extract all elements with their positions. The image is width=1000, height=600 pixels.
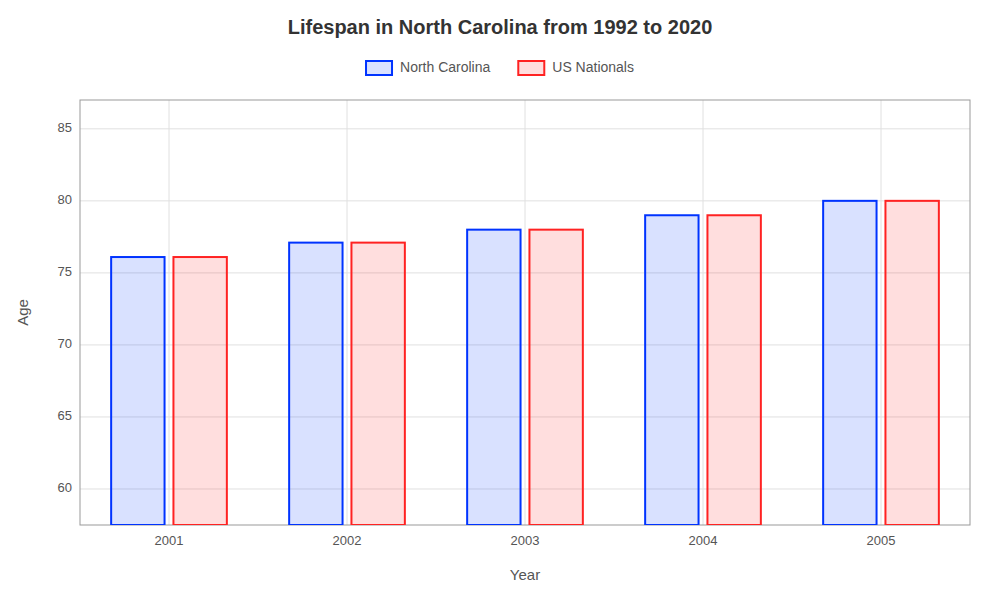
bars [111,201,939,525]
grid-line-x [703,100,704,525]
legend-swatch [366,61,392,75]
grid-line-x [525,100,526,525]
bar [707,215,760,525]
grid-line-x [347,100,348,525]
title: Lifespan in North Carolina from 1992 to … [288,16,713,38]
x-tick-label: 2001 [155,533,184,548]
chart: Lifespan in North Carolina from 1992 to … [0,0,1000,600]
legend-item: US Nationals [518,59,634,75]
grid [80,100,970,525]
x-axis-label: Year [510,566,540,583]
grid-line-x [881,100,882,525]
plot-frame [80,100,970,525]
y-tick-label: 70 [58,336,72,351]
bar [289,243,342,525]
x-tick-label: 2004 [689,533,718,548]
bar [529,230,582,525]
bar [173,257,226,525]
y-axis-label: Age [14,299,31,326]
x-tick-label: 2005 [867,533,896,548]
y-tick-label: 75 [58,264,72,279]
x-tick-label: 2002 [333,533,362,548]
bar [645,215,698,525]
y-tick-label: 60 [58,480,72,495]
bar [111,257,164,525]
y-tick-label: 65 [58,408,72,423]
legend-item: North Carolina [366,59,490,75]
legend-label: North Carolina [400,59,490,75]
x-tick-label: 2003 [511,533,540,548]
legend-label: US Nationals [552,59,634,75]
y-tick-label: 80 [58,192,72,207]
chart-container: Lifespan in North Carolina from 1992 to … [0,0,1000,600]
bar [467,230,520,525]
legend: North Carolina US Nationals [366,59,634,75]
bar [885,201,938,525]
legend-swatch [518,61,544,75]
bar [823,201,876,525]
grid-line-x [169,100,170,525]
bar [351,243,404,525]
y-tick-label: 85 [58,120,72,135]
